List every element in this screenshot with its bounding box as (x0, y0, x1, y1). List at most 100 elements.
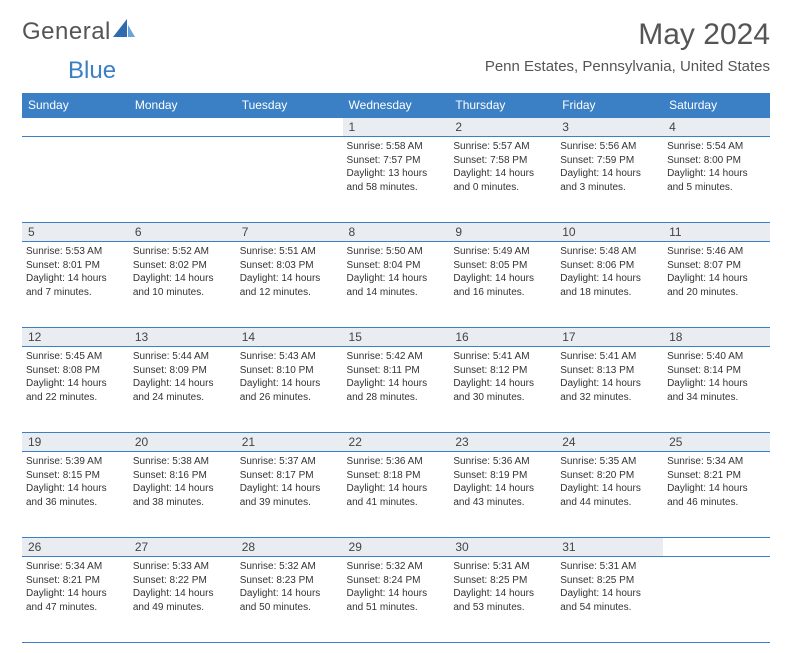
day-details: Sunrise: 5:37 AMSunset: 8:17 PMDaylight:… (240, 455, 339, 509)
daylight-text: Daylight: 13 hours and 58 minutes. (347, 167, 446, 194)
sunrise-text: Sunrise: 5:45 AM (26, 350, 125, 364)
day-content-row: Sunrise: 5:45 AMSunset: 8:08 PMDaylight:… (22, 347, 770, 433)
day-details: Sunrise: 5:38 AMSunset: 8:16 PMDaylight:… (133, 455, 232, 509)
sunrise-text: Sunrise: 5:50 AM (347, 245, 446, 259)
day-cell: Sunrise: 5:54 AMSunset: 8:00 PMDaylight:… (663, 137, 770, 223)
day-number-cell: 5 (22, 223, 129, 242)
day-details: Sunrise: 5:43 AMSunset: 8:10 PMDaylight:… (240, 350, 339, 404)
daylight-text: Daylight: 14 hours and 22 minutes. (26, 377, 125, 404)
day-number-cell: 4 (663, 118, 770, 137)
day-cell: Sunrise: 5:43 AMSunset: 8:10 PMDaylight:… (236, 347, 343, 433)
day-cell: Sunrise: 5:44 AMSunset: 8:09 PMDaylight:… (129, 347, 236, 433)
sunrise-text: Sunrise: 5:52 AM (133, 245, 232, 259)
day-cell (663, 557, 770, 643)
daylight-text: Daylight: 14 hours and 18 minutes. (560, 272, 659, 299)
sunrise-text: Sunrise: 5:57 AM (453, 140, 552, 154)
day-number-row: 12131415161718 (22, 328, 770, 347)
sunrise-text: Sunrise: 5:41 AM (560, 350, 659, 364)
day-number-cell: 13 (129, 328, 236, 347)
day-details: Sunrise: 5:42 AMSunset: 8:11 PMDaylight:… (347, 350, 446, 404)
sunset-text: Sunset: 8:15 PM (26, 469, 125, 483)
sunrise-text: Sunrise: 5:53 AM (26, 245, 125, 259)
day-cell: Sunrise: 5:36 AMSunset: 8:19 PMDaylight:… (449, 452, 556, 538)
sunrise-text: Sunrise: 5:31 AM (453, 560, 552, 574)
sunset-text: Sunset: 7:58 PM (453, 154, 552, 168)
day-number-cell: 16 (449, 328, 556, 347)
day-cell: Sunrise: 5:31 AMSunset: 8:25 PMDaylight:… (556, 557, 663, 643)
day-cell: Sunrise: 5:35 AMSunset: 8:20 PMDaylight:… (556, 452, 663, 538)
day-content-row: Sunrise: 5:58 AMSunset: 7:57 PMDaylight:… (22, 137, 770, 223)
day-details: Sunrise: 5:33 AMSunset: 8:22 PMDaylight:… (133, 560, 232, 614)
day-number-row: 19202122232425 (22, 433, 770, 452)
day-cell: Sunrise: 5:34 AMSunset: 8:21 PMDaylight:… (663, 452, 770, 538)
sunset-text: Sunset: 8:13 PM (560, 364, 659, 378)
day-number-cell: 28 (236, 538, 343, 557)
day-cell: Sunrise: 5:41 AMSunset: 8:13 PMDaylight:… (556, 347, 663, 433)
day-cell: Sunrise: 5:50 AMSunset: 8:04 PMDaylight:… (343, 242, 450, 328)
day-details: Sunrise: 5:36 AMSunset: 8:18 PMDaylight:… (347, 455, 446, 509)
sunrise-text: Sunrise: 5:42 AM (347, 350, 446, 364)
day-header: Saturday (663, 93, 770, 118)
day-details: Sunrise: 5:31 AMSunset: 8:25 PMDaylight:… (453, 560, 552, 614)
daylight-text: Daylight: 14 hours and 51 minutes. (347, 587, 446, 614)
day-header: Tuesday (236, 93, 343, 118)
day-number-cell: 26 (22, 538, 129, 557)
day-details: Sunrise: 5:50 AMSunset: 8:04 PMDaylight:… (347, 245, 446, 299)
day-number-cell: 6 (129, 223, 236, 242)
day-cell: Sunrise: 5:39 AMSunset: 8:15 PMDaylight:… (22, 452, 129, 538)
sunset-text: Sunset: 8:00 PM (667, 154, 766, 168)
day-number-cell: 11 (663, 223, 770, 242)
day-number-cell: 21 (236, 433, 343, 452)
sunset-text: Sunset: 8:19 PM (453, 469, 552, 483)
sunset-text: Sunset: 8:24 PM (347, 574, 446, 588)
sunrise-text: Sunrise: 5:44 AM (133, 350, 232, 364)
sunrise-text: Sunrise: 5:43 AM (240, 350, 339, 364)
day-details: Sunrise: 5:39 AMSunset: 8:15 PMDaylight:… (26, 455, 125, 509)
daylight-text: Daylight: 14 hours and 0 minutes. (453, 167, 552, 194)
day-cell: Sunrise: 5:38 AMSunset: 8:16 PMDaylight:… (129, 452, 236, 538)
day-number-cell (22, 118, 129, 137)
sunrise-text: Sunrise: 5:49 AM (453, 245, 552, 259)
sunrise-text: Sunrise: 5:37 AM (240, 455, 339, 469)
day-cell: Sunrise: 5:37 AMSunset: 8:17 PMDaylight:… (236, 452, 343, 538)
sunrise-text: Sunrise: 5:35 AM (560, 455, 659, 469)
daylight-text: Daylight: 14 hours and 26 minutes. (240, 377, 339, 404)
day-number-cell: 29 (343, 538, 450, 557)
daylight-text: Daylight: 14 hours and 34 minutes. (667, 377, 766, 404)
brand-name-2: Blue (68, 57, 116, 84)
day-details: Sunrise: 5:31 AMSunset: 8:25 PMDaylight:… (560, 560, 659, 614)
daylight-text: Daylight: 14 hours and 28 minutes. (347, 377, 446, 404)
day-number-cell: 3 (556, 118, 663, 137)
day-cell: Sunrise: 5:53 AMSunset: 8:01 PMDaylight:… (22, 242, 129, 328)
day-details: Sunrise: 5:58 AMSunset: 7:57 PMDaylight:… (347, 140, 446, 194)
day-details: Sunrise: 5:40 AMSunset: 8:14 PMDaylight:… (667, 350, 766, 404)
day-header: Friday (556, 93, 663, 118)
day-number-cell: 20 (129, 433, 236, 452)
daylight-text: Daylight: 14 hours and 41 minutes. (347, 482, 446, 509)
day-cell (22, 137, 129, 223)
day-cell: Sunrise: 5:51 AMSunset: 8:03 PMDaylight:… (236, 242, 343, 328)
day-number-cell (663, 538, 770, 557)
daylight-text: Daylight: 14 hours and 50 minutes. (240, 587, 339, 614)
sunset-text: Sunset: 8:11 PM (347, 364, 446, 378)
sunset-text: Sunset: 8:02 PM (133, 259, 232, 273)
day-header: Thursday (449, 93, 556, 118)
day-details: Sunrise: 5:52 AMSunset: 8:02 PMDaylight:… (133, 245, 232, 299)
daylight-text: Daylight: 14 hours and 14 minutes. (347, 272, 446, 299)
daylight-text: Daylight: 14 hours and 12 minutes. (240, 272, 339, 299)
calendar-page: General May 2024 Penn Estates, Pennsylva… (0, 0, 792, 653)
day-number-cell (236, 118, 343, 137)
day-number-cell: 8 (343, 223, 450, 242)
daylight-text: Daylight: 14 hours and 46 minutes. (667, 482, 766, 509)
day-header: Monday (129, 93, 236, 118)
brand-name-1: General (22, 18, 111, 46)
day-cell: Sunrise: 5:32 AMSunset: 8:24 PMDaylight:… (343, 557, 450, 643)
day-details: Sunrise: 5:32 AMSunset: 8:23 PMDaylight:… (240, 560, 339, 614)
sunset-text: Sunset: 8:18 PM (347, 469, 446, 483)
day-cell: Sunrise: 5:45 AMSunset: 8:08 PMDaylight:… (22, 347, 129, 433)
sunset-text: Sunset: 8:20 PM (560, 469, 659, 483)
day-details: Sunrise: 5:41 AMSunset: 8:12 PMDaylight:… (453, 350, 552, 404)
sunrise-text: Sunrise: 5:40 AM (667, 350, 766, 364)
day-number-cell: 15 (343, 328, 450, 347)
day-number-cell: 9 (449, 223, 556, 242)
